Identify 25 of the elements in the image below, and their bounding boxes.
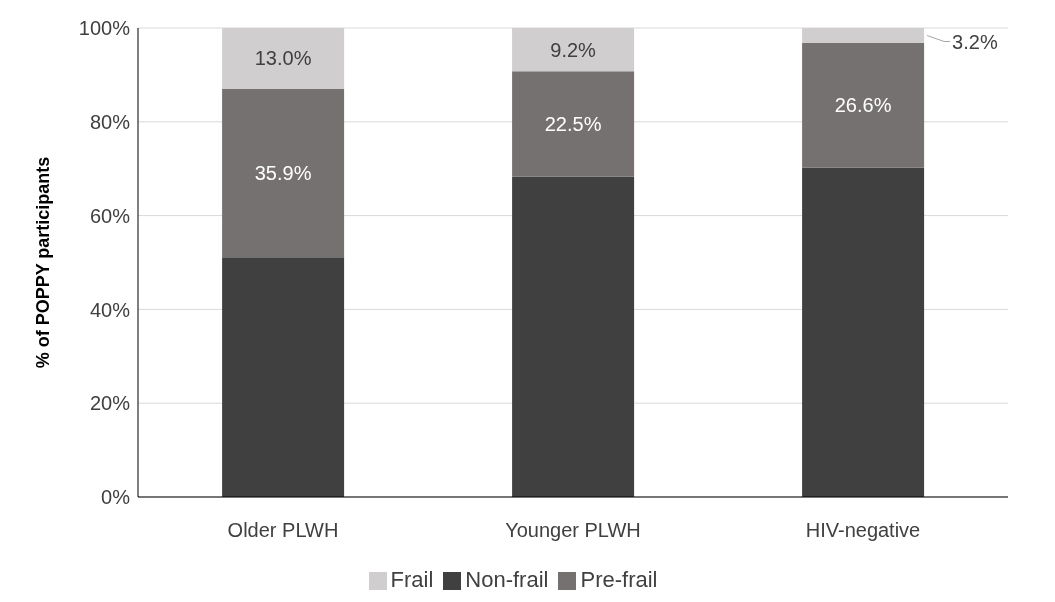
data-label: 3.2% [952,30,998,53]
legend-label: Non-frail [465,567,549,592]
data-label: 26.6% [834,94,892,117]
y-tick-label: 0% [101,486,131,509]
data-label: 35.9% [254,162,312,185]
bar [512,176,635,497]
y-tick-label: 60% [89,204,131,227]
y-axis-title: % of POPPY participants [33,156,54,369]
y-tick-label: 80% [89,110,131,133]
bar [222,257,345,497]
legend-label: Frail [390,567,434,592]
x-tick-label: HIV-negative [805,519,921,542]
bar [222,88,345,258]
legend-label: Pre-frail [580,567,658,592]
data-label: 22.5% [544,112,602,135]
y-tick-label: 40% [89,298,131,321]
x-tick-label: Younger PLWH [505,519,641,542]
y-tick-label: 20% [89,392,131,415]
data-label: 13.0% [254,47,312,70]
bar [802,167,925,497]
x-tick-label: Older PLWH [227,519,339,542]
bar [802,43,925,168]
y-tick-label: 100% [78,17,131,40]
bar [512,71,635,177]
data-label: 9.2% [550,38,597,61]
